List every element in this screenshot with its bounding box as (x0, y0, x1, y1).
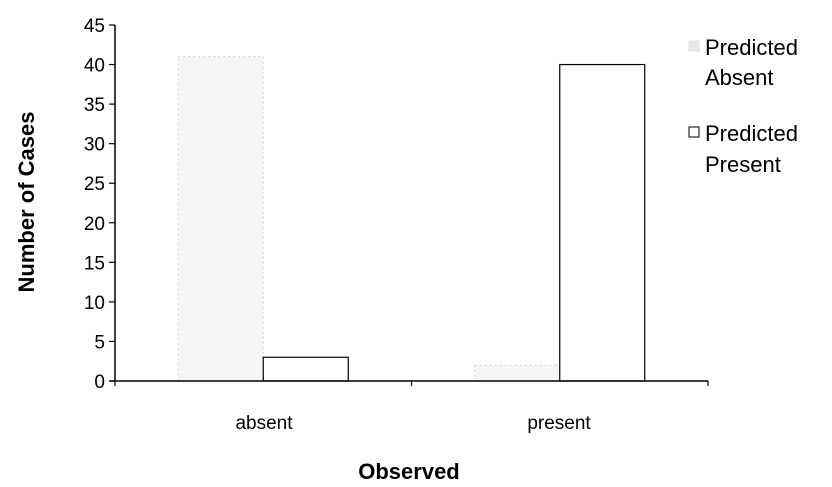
y-tick-label: 20 (84, 214, 105, 235)
legend-label-predicted-present-line1: Predicted (705, 121, 798, 146)
y-tick-label: 45 (84, 16, 105, 37)
y-tick-label: 10 (84, 293, 105, 314)
legend-label-predicted-present-line2: Present (705, 152, 781, 177)
legend: Predicted Absent Predicted Present (688, 35, 798, 177)
x-category-label-present: present (527, 413, 591, 434)
legend-swatch-predicted-absent (688, 40, 700, 52)
legend-label-predicted-absent-line2: Absent (705, 65, 774, 90)
y-tick-label: 35 (84, 95, 105, 116)
bars (177, 56, 646, 382)
legend-swatch-predicted-present (688, 126, 700, 138)
y-tick-label: 25 (84, 174, 105, 195)
bar-predicted-absent-absent (177, 56, 264, 382)
legend-label-predicted-absent-line1: Predicted (705, 35, 798, 60)
x-axis-title: Observed (358, 459, 460, 484)
y-tick-label: 0 (94, 372, 105, 393)
bar-predicted-absent-present (474, 364, 561, 382)
y-tick-label: 40 (84, 56, 105, 77)
x-axis-ticks (114, 381, 709, 386)
x-category-label-absent: absent (235, 413, 293, 434)
bar-predicted-present-absent (262, 356, 349, 382)
y-tick-label: 15 (84, 253, 105, 274)
y-tick-label: 30 (84, 135, 105, 156)
bar-predicted-present-present (559, 63, 646, 382)
y-tick-label: 5 (94, 332, 105, 353)
y-axis-ticks: 0 5 10 15 20 25 30 35 40 45 (84, 16, 115, 393)
y-axis-title: Number of Cases (14, 112, 39, 293)
